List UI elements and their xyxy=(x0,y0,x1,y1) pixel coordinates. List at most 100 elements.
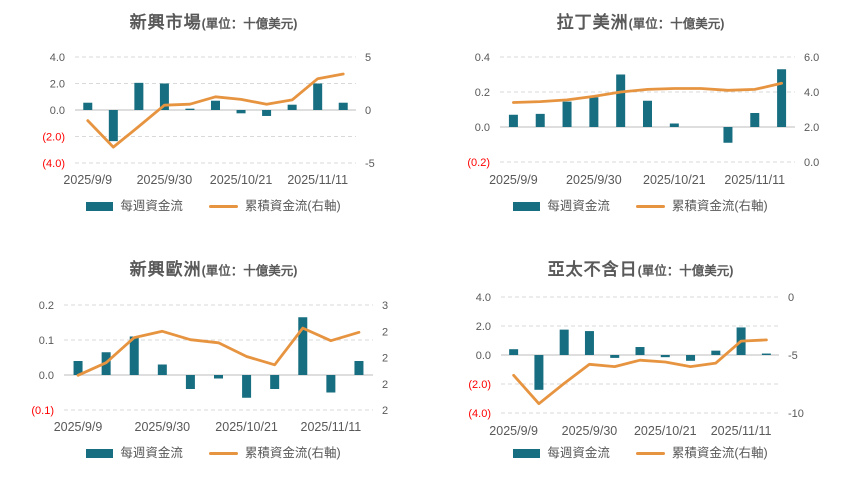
left-axis-tick-label: 0.4 xyxy=(475,52,490,64)
chart-title: 新興歐洲(單位：十億美元) xyxy=(0,259,427,281)
x-axis-label: 2025/11/11 xyxy=(287,173,348,187)
left-axis-tick-label: (0.2) xyxy=(467,157,490,169)
x-axis-label: 2025/9/30 xyxy=(562,424,618,438)
left-axis-tick-label: 4.0 xyxy=(476,292,491,304)
chart-legend: 每週資金流 累積資金流(右軸) xyxy=(427,446,854,461)
weekly-flow-bar xyxy=(534,355,544,390)
right-axis-tick-label: 5 xyxy=(365,52,371,64)
weekly-flow-bar xyxy=(610,355,620,358)
x-axis-label: 2025/9/9 xyxy=(489,424,538,438)
weekly-flow-bar xyxy=(185,108,195,110)
weekly-flow-bar xyxy=(313,83,323,110)
chart-panel-emerging-europe: 新興歐洲(單位：十億美元) 0.2 0.1 0.0 (0.1) 3 2 2 2 2 2025/9/… xyxy=(0,239,427,478)
left-axis-tick-label: (4.0) xyxy=(468,408,491,420)
left-axis-tick-label: 2.0 xyxy=(50,79,65,91)
legend-cumulative-label: 累積資金流(右軸) xyxy=(244,446,341,460)
right-axis-tick-label: 6.0 xyxy=(804,52,819,64)
right-axis-tick-label: -5 xyxy=(365,158,375,170)
chart-title-unit: (單位：十億美元) xyxy=(201,264,298,278)
right-axis-tick-label: 2.0 xyxy=(804,122,819,134)
weekly-flow-bar xyxy=(157,364,167,375)
cumulative-flow-line xyxy=(86,72,345,149)
chart-title-text: 新興市場 xyxy=(129,13,202,32)
chart-plot-area: 4.0 2.0 0.0 (2.0) (4.0) 0 -5 -10 2025/9/9 2025/9/… xyxy=(468,292,804,438)
chart-title-unit: (單位：十億美元) xyxy=(201,17,298,31)
left-axis-tick-label: 0.2 xyxy=(475,87,490,99)
left-axis-tick-label: (2.0) xyxy=(42,132,65,144)
weekly-flow-bar xyxy=(508,114,518,127)
weekly-flow-bar xyxy=(584,331,594,355)
weekly-flow-bar xyxy=(669,123,679,127)
weekly-flow-bar xyxy=(777,69,787,127)
weekly-flow-bar xyxy=(616,74,626,127)
chart-plot-area: 0.4 0.2 0.0 (0.2) 6.0 4.0 2.0 0.0 2025/9/9 2025/9… xyxy=(467,52,819,187)
x-axis-label: 2025/9/9 xyxy=(489,173,538,187)
right-axis-tick-label: 2 xyxy=(382,379,388,391)
chart-panel-apac-ex-japan: 亞太不含日(單位：十億美元) 4.0 2.0 0.0 (2.0) (4.0) 0 -5 -10… xyxy=(427,239,854,478)
weekly-flow-bar xyxy=(270,375,280,389)
right-axis-tick-label: 3 xyxy=(382,300,388,312)
left-axis-tick-label: 0.1 xyxy=(39,335,54,347)
weekly-flow-bar xyxy=(83,102,93,110)
chart-title-text: 亞太不含日 xyxy=(547,260,638,279)
legend-weekly-label: 每週資金流 xyxy=(547,446,610,460)
weekly-flow-bar xyxy=(236,110,246,114)
weekly-flow-bar xyxy=(262,110,272,116)
chart-panel-emerging-markets: 新興市場(單位：十億美元) 4.0 2.0 0.0 (2.0) (4.0) 5 0 -5 202… xyxy=(0,0,427,239)
left-axis-tick-label: 0.0 xyxy=(475,122,490,134)
x-axis-label: 2025/11/11 xyxy=(711,424,772,438)
x-axis-label: 2025/11/11 xyxy=(724,173,785,187)
left-axis-tick-label: 0.0 xyxy=(39,370,54,382)
right-axis-tick-label: 2 xyxy=(382,326,388,338)
chart-title-text: 拉丁美洲 xyxy=(556,13,629,32)
legend-weekly-label: 每週資金流 xyxy=(547,199,610,213)
x-axis-label: 2025/10/21 xyxy=(215,420,278,434)
x-axis-label: 2025/10/21 xyxy=(634,424,697,438)
legend-line-swatch xyxy=(208,451,238,456)
weekly-flow-bar xyxy=(686,355,696,361)
left-axis-tick-label: 4.0 xyxy=(50,52,65,64)
right-axis-tick-label: 0 xyxy=(365,105,371,117)
legend-cumulative-label: 累積資金流(右軸) xyxy=(244,199,341,213)
legend-bar-swatch xyxy=(513,449,541,458)
weekly-flow-bar xyxy=(73,361,83,375)
weekly-flow-bar xyxy=(643,100,652,127)
weekly-flow-bar xyxy=(559,329,569,355)
x-axis-label: 2025/9/30 xyxy=(566,173,622,187)
left-axis-tick-label: (2.0) xyxy=(468,379,491,391)
weekly-flow-bar xyxy=(761,353,771,355)
weekly-flow-bar xyxy=(211,100,220,110)
right-axis-tick-label: 2 xyxy=(382,353,388,365)
legend-bar-swatch xyxy=(86,202,114,211)
x-axis-label: 2025/9/9 xyxy=(54,420,103,434)
weekly-flow-bar xyxy=(338,102,348,110)
cumulative-flow-line xyxy=(512,338,768,406)
right-axis-tick-label: -10 xyxy=(788,408,804,420)
chart-legend: 每週資金流 累積資金流(右軸) xyxy=(0,199,427,214)
x-axis-label: 2025/9/9 xyxy=(63,173,112,187)
left-axis-tick-label: 2.0 xyxy=(476,321,491,333)
legend-line-swatch xyxy=(208,204,238,209)
weekly-flow-bar xyxy=(750,113,760,127)
weekly-flow-bar xyxy=(635,347,645,355)
weekly-flow-bar xyxy=(214,375,223,379)
right-axis-tick-label: 0 xyxy=(788,292,794,304)
weekly-flow-bar xyxy=(134,82,144,110)
chart-title: 拉丁美洲(單位：十億美元) xyxy=(427,12,854,34)
weekly-flow-bar xyxy=(509,349,519,355)
chart-title: 亞太不含日(單位：十億美元) xyxy=(427,259,854,281)
left-axis-tick-label: (4.0) xyxy=(42,158,65,170)
chart-title-unit: (單位：十億美元) xyxy=(628,17,725,31)
left-axis-tick-label: 0.0 xyxy=(50,105,65,117)
chart-legend: 每週資金流 累積資金流(右軸) xyxy=(0,446,427,461)
weekly-flow-bar xyxy=(129,336,139,375)
weekly-flow-bar xyxy=(354,361,364,375)
x-axis-label: 2025/9/30 xyxy=(135,420,191,434)
weekly-flow-bar xyxy=(242,375,252,398)
legend-weekly-label: 每週資金流 xyxy=(120,199,183,213)
chart-title-text: 新興歐洲 xyxy=(129,260,202,279)
weekly-flow-bar xyxy=(562,101,572,127)
legend-cumulative-label: 累積資金流(右軸) xyxy=(671,446,768,460)
weekly-flow-bar xyxy=(159,83,169,110)
